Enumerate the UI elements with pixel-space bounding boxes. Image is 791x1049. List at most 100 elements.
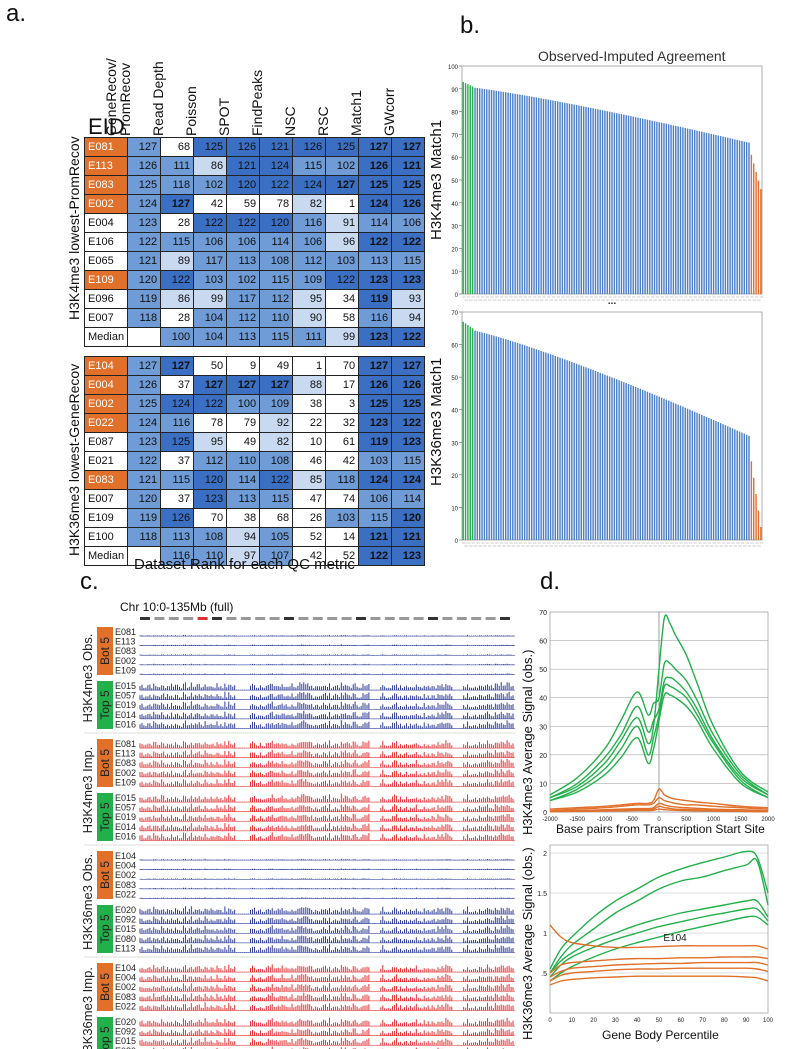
series-line xyxy=(549,614,769,799)
bar xyxy=(509,340,512,540)
set-box xyxy=(97,1017,113,1049)
bar xyxy=(708,417,710,540)
y-tick-label: 40 xyxy=(451,202,458,208)
y-tick-label: 50 xyxy=(451,376,458,382)
series-line xyxy=(549,683,769,802)
bar xyxy=(667,124,670,294)
y-tick-label: 30 xyxy=(451,225,458,231)
mark-label: H3K4me3 Obs. xyxy=(80,634,95,723)
sample-label: E113 xyxy=(115,749,135,759)
rank-cell: 22 xyxy=(292,413,327,433)
rank-cell: 121 xyxy=(391,527,426,547)
ideogram-band xyxy=(298,617,309,620)
y-tick-label: .5 xyxy=(541,971,547,978)
signal-track xyxy=(139,710,514,719)
bar xyxy=(736,139,738,294)
rank-cell: 104 xyxy=(193,308,228,328)
table-row: E007 120 37 123 113 115 47 74 106 114 xyxy=(83,489,426,509)
bar xyxy=(495,90,497,294)
rank-cell: 123 xyxy=(391,432,426,452)
series-line xyxy=(549,956,769,974)
rank-cell: 102 xyxy=(193,175,228,195)
rank-cell: 118 xyxy=(160,175,195,195)
ideogram-band xyxy=(413,617,424,620)
eid-cell: E022 xyxy=(83,413,129,433)
bar xyxy=(658,396,660,540)
rank-cell: 46 xyxy=(292,451,327,471)
bar xyxy=(684,407,686,540)
bar xyxy=(554,355,557,540)
bar xyxy=(483,89,486,294)
rank-cell: 105 xyxy=(259,527,294,547)
ideogram-band xyxy=(312,617,323,620)
ideogram-band xyxy=(399,617,410,620)
bar xyxy=(745,434,748,540)
rank-cell: 109 xyxy=(292,270,327,290)
rank-cell: 28 xyxy=(160,308,195,328)
browser-title: Chr 10:0-135Mb (full) xyxy=(120,600,234,614)
rank-cell xyxy=(127,327,162,347)
x-tick-label: 0 xyxy=(657,817,661,823)
ideogram-band xyxy=(154,617,165,620)
bar xyxy=(717,422,720,540)
set-box xyxy=(97,905,113,953)
ideogram-band xyxy=(327,617,338,620)
rank-cell: 115 xyxy=(259,327,294,347)
y-tick-label: 60 xyxy=(539,639,547,646)
eid-cell: E113 xyxy=(83,156,129,176)
rank-cell: 100 xyxy=(160,327,195,347)
panel-letter-a: a. xyxy=(6,0,27,27)
signal-track xyxy=(139,823,514,831)
eid-cell: E083 xyxy=(83,470,129,490)
eid-cell: E109 xyxy=(83,270,129,290)
bar xyxy=(698,131,701,294)
bar xyxy=(488,334,490,540)
rank-cell: 96 xyxy=(325,232,360,252)
sample-label: E015 xyxy=(115,681,136,691)
y-tick-label: 70 xyxy=(451,133,458,139)
bar xyxy=(464,323,467,540)
rank-cell: 106 xyxy=(292,232,327,252)
signal-track xyxy=(139,868,514,870)
bar xyxy=(734,429,736,540)
bar xyxy=(545,99,547,295)
rank-cell: 106 xyxy=(193,232,228,252)
bar xyxy=(488,89,490,294)
bar xyxy=(750,154,753,294)
rank-cell: 109 xyxy=(259,394,294,414)
rank-cell: 112 xyxy=(292,251,327,271)
bar xyxy=(542,98,545,294)
bar xyxy=(587,107,590,294)
bar xyxy=(729,427,731,540)
rank-cell: 113 xyxy=(160,527,195,547)
bar xyxy=(724,137,727,294)
rank-cell: 1 xyxy=(292,356,327,376)
table-row: E004 123 28 122 122 120 116 91 114 106 xyxy=(83,213,426,233)
bar xyxy=(493,90,495,294)
bar xyxy=(490,335,493,540)
rank-cell: 94 xyxy=(391,308,426,328)
bar xyxy=(502,91,505,295)
ideogram-band xyxy=(284,617,294,620)
bar xyxy=(474,330,476,540)
set-box-label: Bot 5 xyxy=(98,637,112,665)
bar xyxy=(703,132,705,294)
table-row: E021 122 37 112 110 108 46 42 103 115 xyxy=(83,451,426,471)
rank-cell: 38 xyxy=(226,508,261,528)
bar xyxy=(521,94,523,294)
ideogram-band xyxy=(212,617,222,620)
bar xyxy=(642,118,644,294)
bar xyxy=(599,372,601,540)
bar xyxy=(526,346,528,540)
bar xyxy=(554,100,557,294)
bar xyxy=(601,373,604,540)
bar xyxy=(592,108,594,294)
bar xyxy=(715,134,717,294)
rank-cell: 121 xyxy=(226,156,261,176)
y-tick-label: 60 xyxy=(451,344,458,350)
rank-cell: 110 xyxy=(193,546,228,566)
y-tick-label: 0 xyxy=(455,293,459,299)
y-tick-label: 100 xyxy=(448,65,459,71)
bar xyxy=(497,337,500,540)
table-row: E002 125 124 122 100 109 38 3 125 125 xyxy=(83,394,426,414)
